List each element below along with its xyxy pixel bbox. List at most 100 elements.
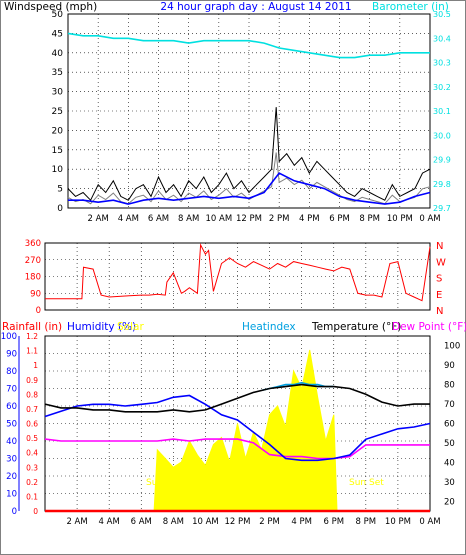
wind-left-ticks: 0 5 10 15 20 25 30 35 40 45 50 [52,10,64,214]
wind-x-tick-label: 2 AM [88,214,109,224]
temperature-x-tick-label: 6 PM [323,517,344,527]
wind-tick-label: 50 [52,10,64,20]
direction-tick-label: 90 [30,289,41,299]
wind-x-tick-label: 10 AM [205,214,232,224]
humidity-tick-label: 90 [6,350,17,360]
wind-tick-label: 15 [52,146,63,156]
direction-tick-label: 270 [25,256,41,266]
barometer-tick-label: 30.4 [433,34,451,43]
rain-tick-label: 0.7 [26,405,38,414]
barometer-tick-label: 30.2 [433,83,451,92]
graph-title: 24 hour graph day : August 14 2011 [160,1,351,13]
rain-tick-label: 0.1 [26,492,38,501]
wind-panel: 0 5 10 15 20 25 30 35 40 45 50 29.7 29.8 29.9 30.0 30.… [52,10,451,224]
wind-x-tick-label: 4 PM [299,214,320,224]
temperature-tick-label: 50 [444,439,455,449]
temperature-axis-label: Temperature (°F) [311,321,401,333]
wind-tick-label: 0 [57,204,63,214]
wind-tick-label: 20 [52,126,64,136]
wind-tick-label: 40 [52,49,64,59]
barometer-tick-label: 30.1 [433,107,451,116]
wind-series-group [67,32,431,205]
compass-letter: W [436,257,446,268]
temperature-panel: 0 0.1 0.2 0.3 0.4 0.5 0.6 0.7 0.8 0.9 1 1.1 1.2 0 10 2… [1,332,460,527]
barometer-tick-label: 29.8 [433,180,451,189]
wind-x-tick-label: 10 PM [387,214,413,224]
temperature-x-tick-label: 0 AM [419,517,440,527]
humidity-tick-label: 100 [1,332,17,342]
wind-x-tick-label: 2 PM [269,214,290,224]
humidity-tick-label: 80 [6,367,17,377]
temperature-x-ticks: 2 AM 4 AM 6 AM 8 AM 10 AM 12 PM 2 PM 4 PM 6 PM 8 … [66,517,440,527]
compass-letter: S [436,274,442,285]
heatindex-axis-label: Heatindex [242,321,296,333]
temperature-x-tick-label: 10 AM [192,517,219,527]
wind-tick-label: 10 [52,165,64,175]
compass-letter: N [436,241,443,252]
temperature-line [44,383,430,413]
direction-tick-label: 360 [25,239,41,249]
temperature-tick-label: 90 [444,361,455,371]
wind-average-line [68,172,431,205]
humidity-tick-label: 70 [6,385,17,395]
barometer-tick-label: 30.0 [433,131,451,140]
barometer-axis-label: Barometer (in) [372,1,449,13]
temperature-right-ticks: 20 30 40 50 60 70 80 90 100 [444,342,460,508]
temperature-tick-label: 20 [444,497,455,507]
temperature-x-tick-label: 2 PM [259,517,280,527]
temperature-tick-label: 40 [444,458,455,468]
direction-left-ticks: 0 90 180 270 360 [25,239,41,316]
barometer-line [67,32,430,59]
humidity-tick-label: 0 [12,507,17,517]
windspeed-axis-label: Windspeed (mph) [4,1,97,13]
temperature-x-tick-label: 8 PM [356,517,377,527]
temperature-x-tick-label: 4 PM [291,517,312,527]
temperature-tick-label: 60 [444,420,455,430]
humidity-line [44,394,431,462]
compass-letter: N [436,306,443,317]
wind-x-tick-label: 12 PM [236,214,262,224]
humidity-left-ticks: 0 10 20 30 40 50 60 70 80 90 100 [1,332,20,517]
wind-x-tick-label: 8 AM [178,214,199,224]
rain-tick-label: 0.6 [26,420,38,429]
wind-tick-label: 35 [52,68,63,78]
sunset-label: Sun Set [349,478,384,488]
barometer-tick-label: 29.7 [433,204,451,213]
barometer-tick-label: 30.5 [433,10,451,19]
wind-x-tick-label: 8 PM [359,214,380,224]
wind-x-ticks: 2 AM 4 AM 6 AM 8 AM 10 AM 12 PM 2 PM 4 PM 6 PM 8 … [88,214,441,224]
temperature-x-tick-label: 12 PM [225,517,251,527]
rain-tick-label: 0.2 [26,478,38,487]
temperature-tick-label: 70 [444,400,455,410]
rain-tick-label: 0.4 [26,449,38,458]
temperature-x-tick-label: 6 AM [131,517,152,527]
barometer-tick-label: 29.9 [433,156,451,165]
direction-panel-grid [45,243,430,310]
wind-x-tick-label: 6 PM [329,214,350,224]
wind-panel-grid [68,14,430,208]
rain-tick-label: 0.3 [26,463,38,472]
rain-tick-label: 0.8 [26,390,38,399]
temperature-tick-label: 100 [444,342,460,352]
wind-tick-label: 45 [52,29,63,39]
wind-tick-label: 5 [57,185,63,195]
temperature-tick-label: 30 [444,478,455,488]
humidity-tick-label: 40 [6,437,17,447]
humidity-axis-label: Humidity (%) [67,321,136,333]
temperature-series-group [44,349,431,513]
rainfall-axis-label: Rainfall (in) [2,321,62,333]
rain-tick-label: 1.1 [26,347,38,356]
barometer-tick-label: 30.3 [433,59,451,68]
dewpoint-line [44,438,430,460]
windspeed-line [67,107,431,202]
wind-tick-label: 25 [52,107,63,117]
rain-tick-label: 1.2 [26,332,38,341]
direction-series-group [45,243,431,302]
solar-area [153,349,338,512]
humidity-tick-label: 20 [6,472,17,482]
rain-left-ticks: 0 0.1 0.2 0.3 0.4 0.5 0.6 0.7 0.8 0.9 1 1.1 1.2 [26,332,38,516]
temperature-x-tick-label: 2 AM [66,517,87,527]
humidity-tick-label: 60 [6,402,17,412]
